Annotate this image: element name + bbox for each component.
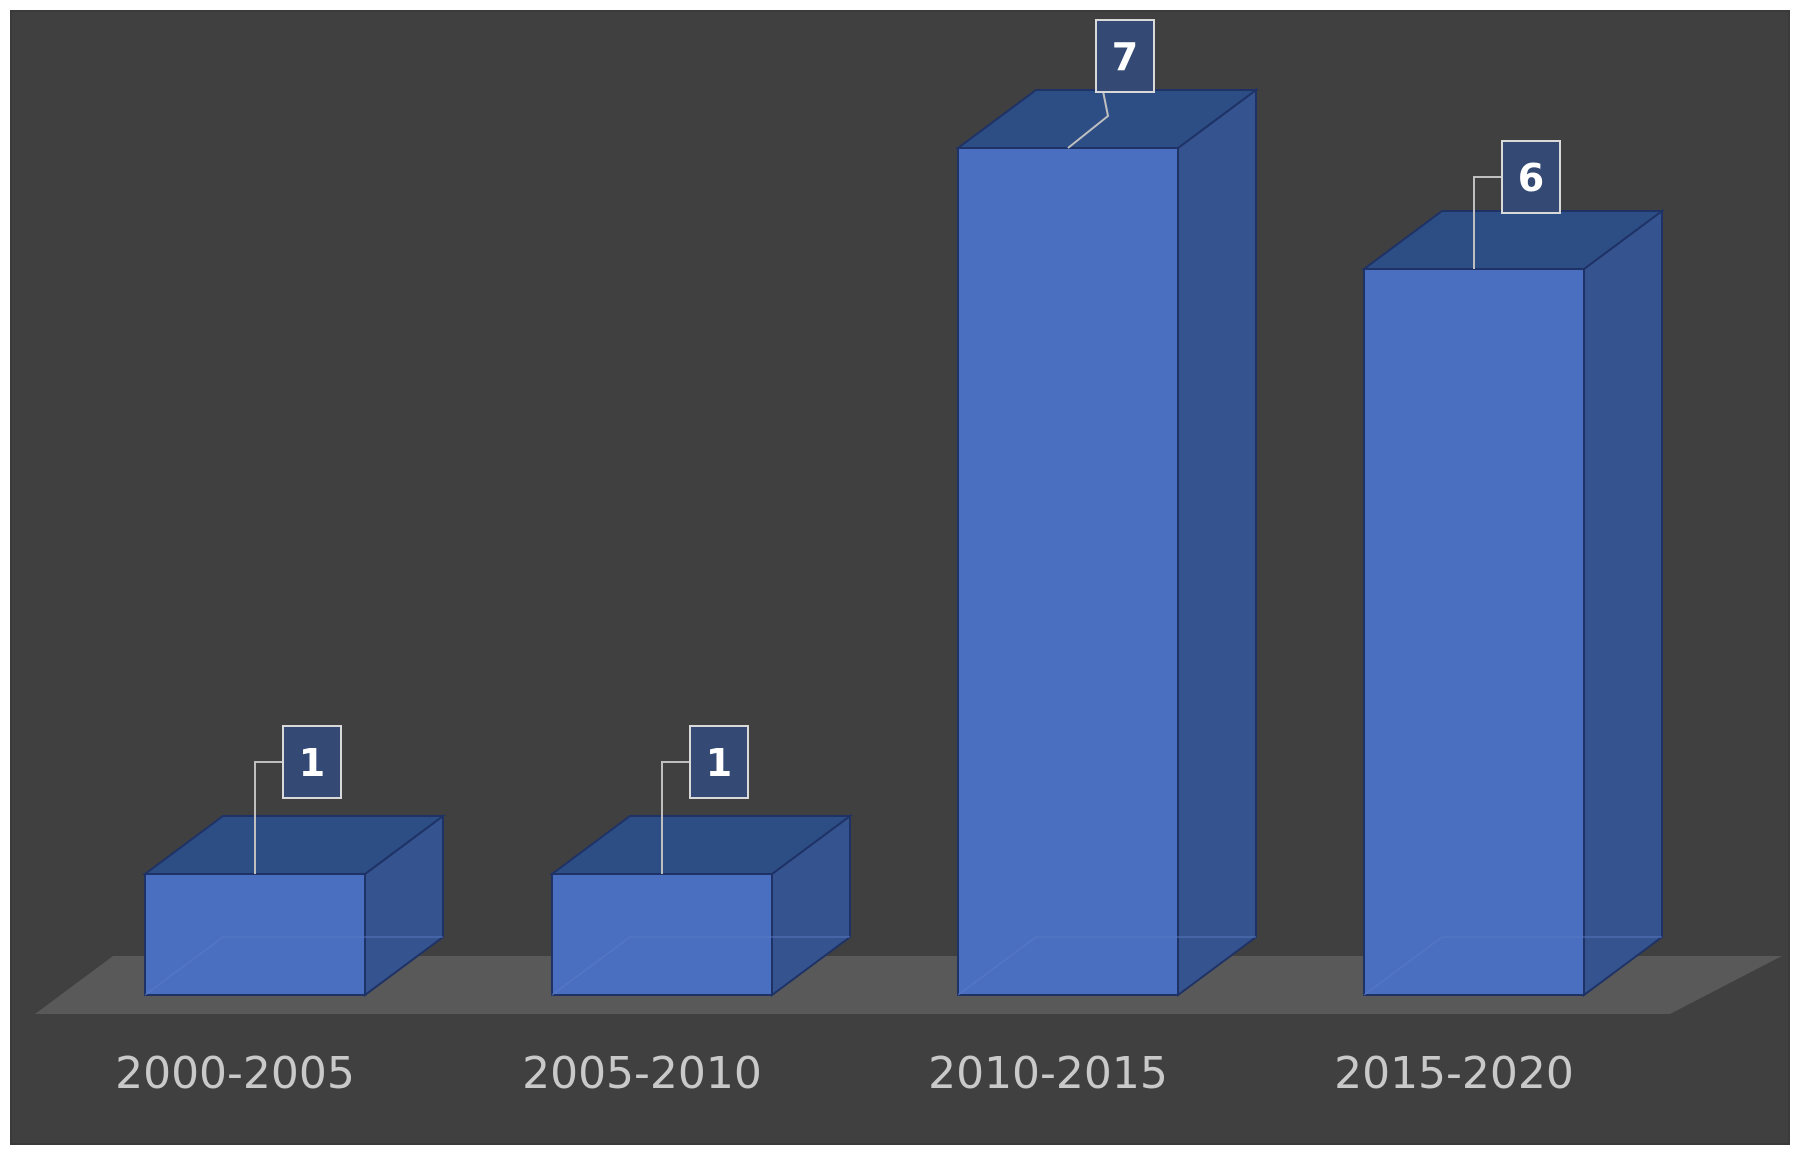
bar-inner-edge	[144, 936, 443, 996]
bar-side-face	[1583, 209, 1663, 997]
bar-2005-2010	[548, 814, 854, 997]
bar-inner-edge	[551, 936, 850, 996]
chart-floor	[35, 956, 1782, 1014]
data-label-box	[1095, 19, 1155, 93]
data-label-leader-line	[1473, 176, 1502, 269]
category-label: 2010-2015	[928, 1048, 1168, 1099]
bar-inner-edge	[1363, 936, 1662, 996]
bar-front-face	[144, 873, 366, 996]
data-label: 7	[1112, 35, 1138, 79]
bar-chart: 1 1 7 6 2000-2005 2005-2010 2010-2015 2015-202…	[35, 19, 1782, 1099]
data-label: 1	[299, 741, 325, 785]
bar-side-face	[1177, 88, 1257, 997]
bar-inner-edge	[957, 936, 1256, 996]
data-label-box	[1501, 140, 1561, 214]
bar-front-face	[551, 873, 773, 996]
data-label: 1	[706, 741, 732, 785]
data-label-box	[689, 725, 749, 799]
bar-front-face	[1363, 268, 1585, 996]
bar-2015-2020	[1360, 209, 1666, 997]
bar-2010-2015	[954, 88, 1260, 997]
chart-area: 1 1 7 6 2000-2005 2005-2010 2010-2015 2015-202…	[10, 10, 1790, 1145]
category-label: 2015-2020	[1334, 1048, 1574, 1099]
category-label: 2005-2010	[522, 1048, 762, 1099]
data-label: 6	[1518, 156, 1544, 200]
data-label-leader-line	[254, 761, 283, 874]
category-label: 2000-2005	[115, 1048, 355, 1099]
bar-front-face	[957, 147, 1179, 996]
bar-2000-2005	[141, 814, 447, 997]
data-label-box	[282, 725, 342, 799]
data-label-leader-line	[661, 761, 690, 874]
